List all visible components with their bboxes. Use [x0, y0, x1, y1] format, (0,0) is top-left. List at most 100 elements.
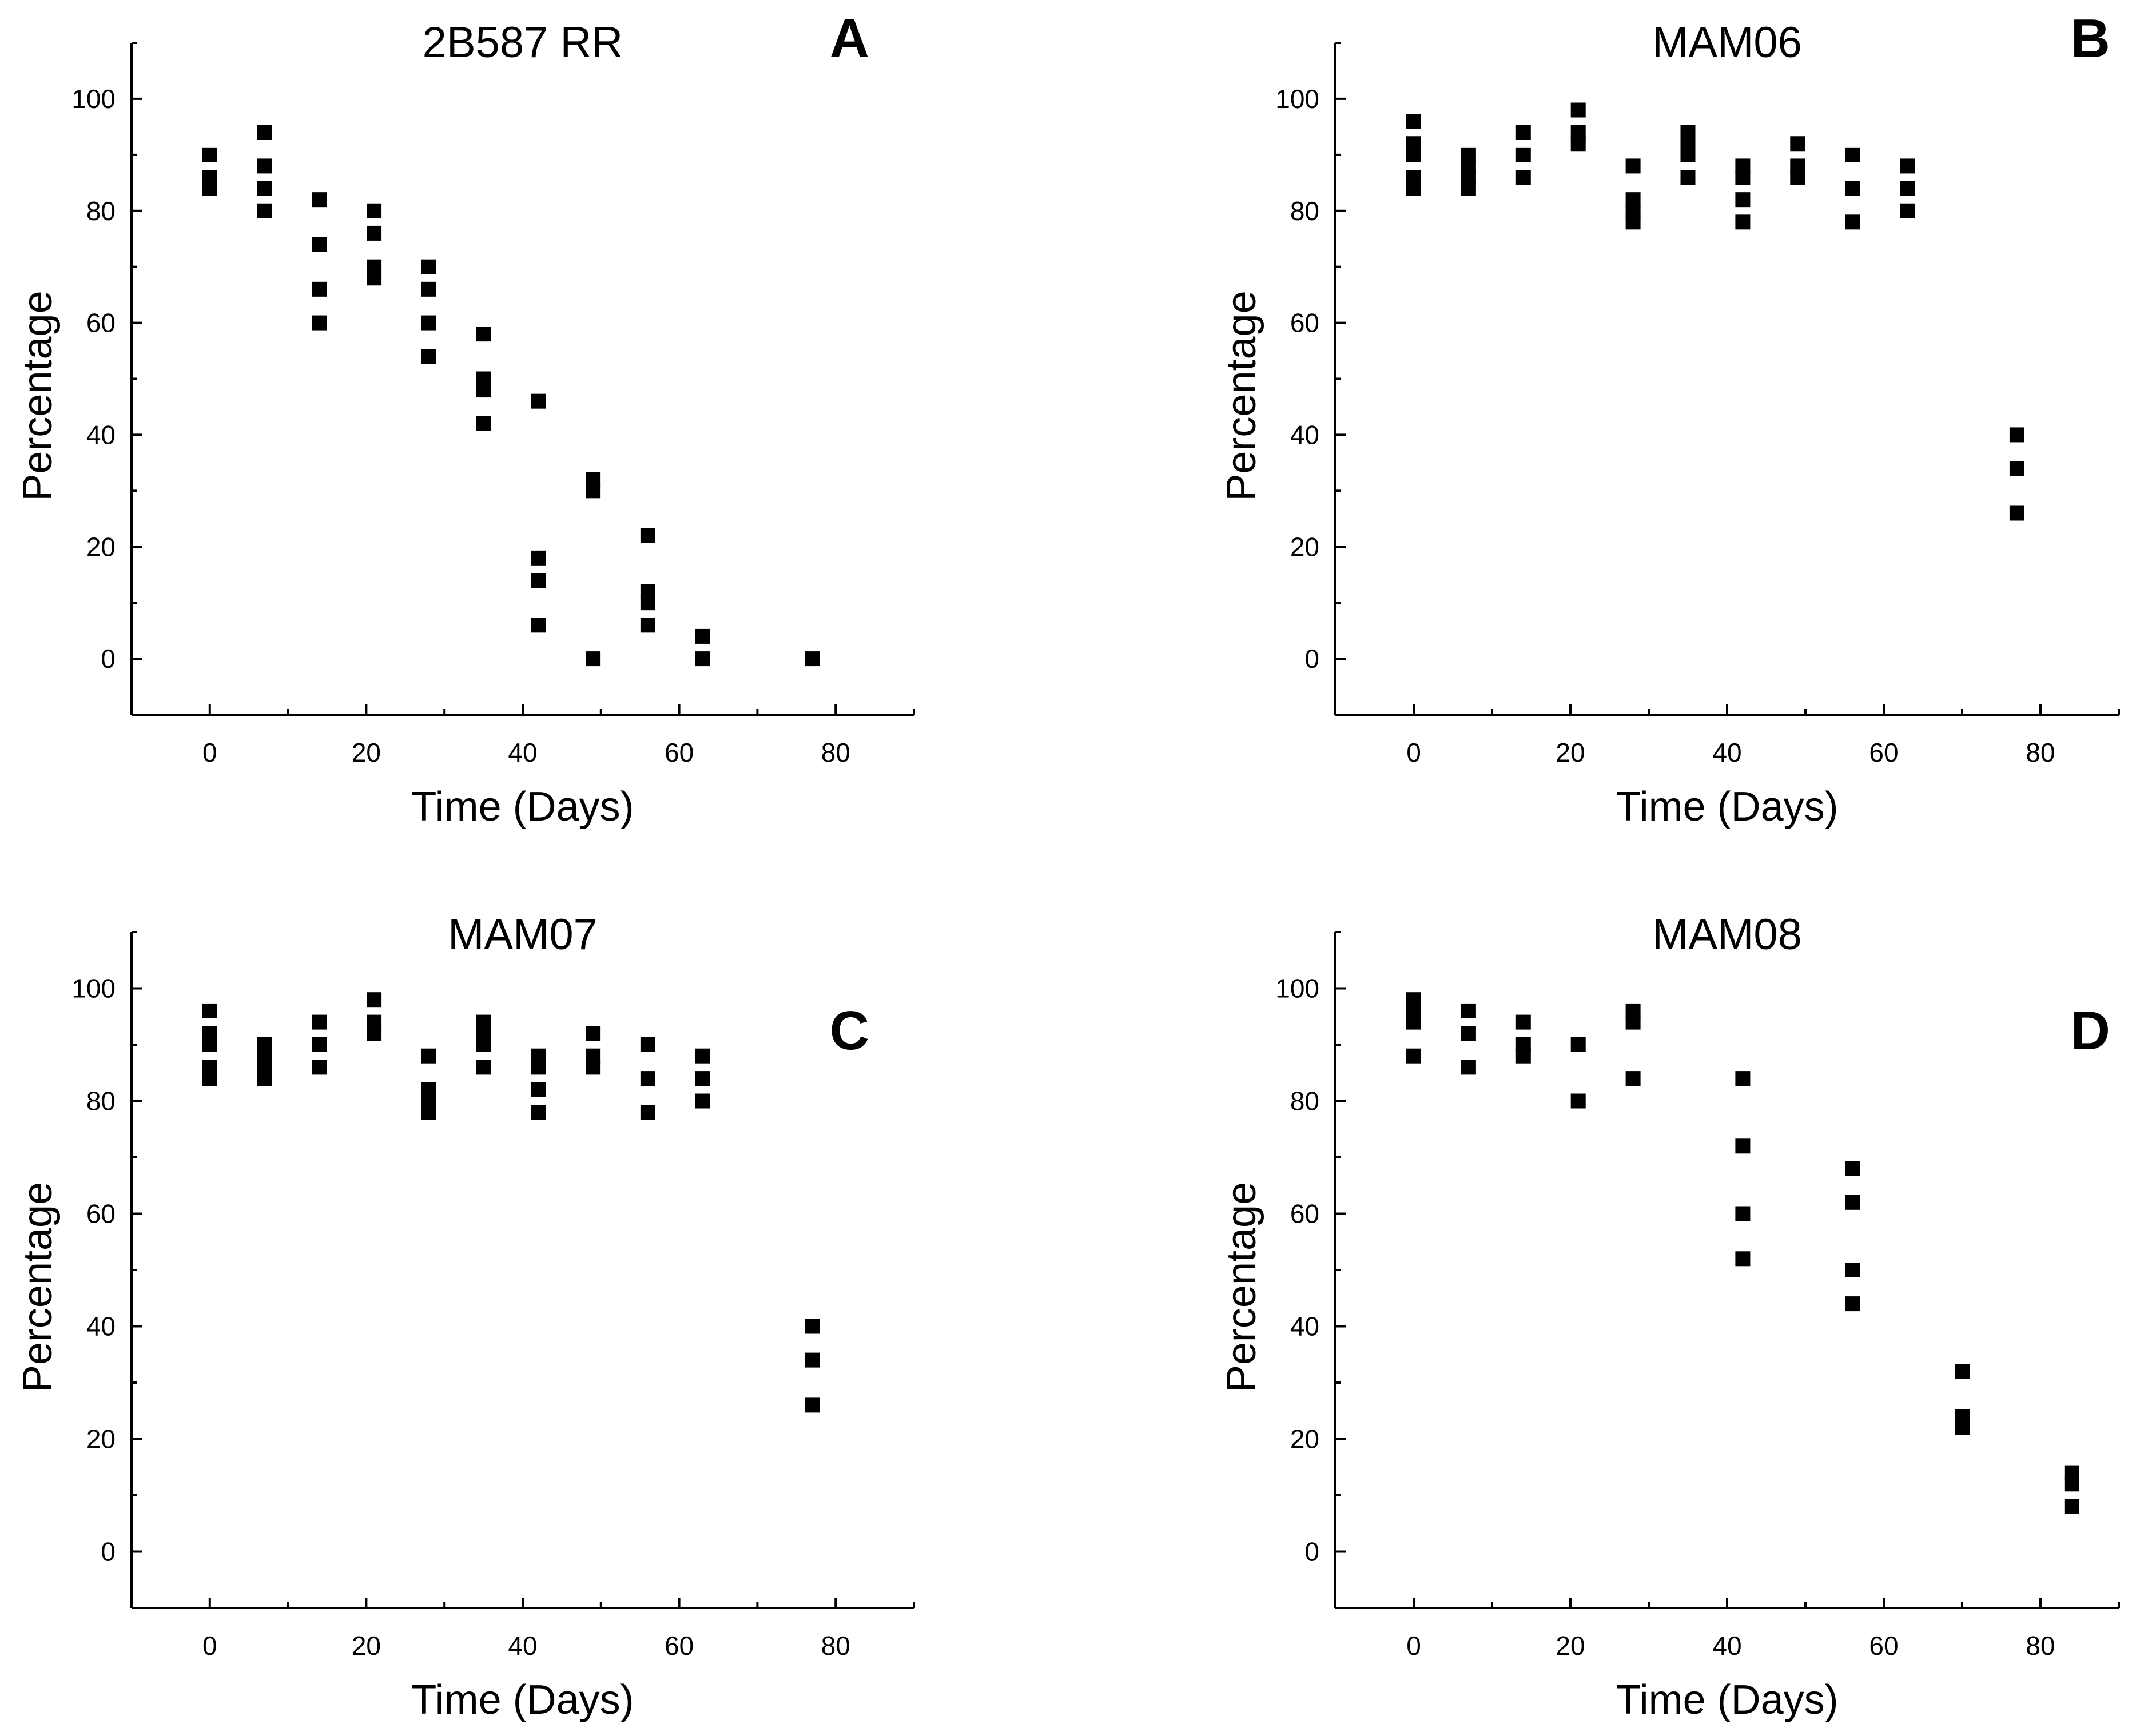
- data-point: [1461, 1003, 1476, 1018]
- y-tick-label: 80: [86, 196, 116, 226]
- data-point: [586, 1060, 601, 1075]
- data-point: [312, 315, 327, 331]
- data-point: [2064, 1476, 2079, 1492]
- chart-panel-a: 0 20 40 60 80 100 0 20 40 60 80 2B587 RR A Time (Days…: [15, 8, 915, 830]
- data-point: [1570, 1093, 1586, 1109]
- data-point: [421, 1105, 436, 1120]
- data-point: [1625, 1014, 1641, 1030]
- data-point: [695, 628, 710, 644]
- y-tick-label: 80: [86, 1086, 116, 1116]
- y-tick-label: 0: [101, 1537, 116, 1567]
- x-axis-title: Time (Days): [411, 784, 634, 830]
- data-point: [1845, 1296, 1860, 1312]
- data-point: [367, 270, 382, 286]
- data-point: [257, 1071, 272, 1086]
- data-point: [367, 992, 382, 1008]
- y-tick-label: 60: [86, 308, 116, 338]
- data-point: [1570, 102, 1586, 118]
- data-point: [1845, 1195, 1860, 1210]
- data-point: [1625, 158, 1641, 174]
- data-point: [476, 1060, 491, 1075]
- x-tick-label: 40: [508, 1631, 537, 1661]
- data-point: [1570, 1037, 1586, 1052]
- chart-panel-d: 0 20 40 60 80 100 0 20 40 60 80 MAM08 D Time (Days) Pe…: [1219, 910, 2120, 1723]
- data-point: [1570, 136, 1586, 152]
- x-tick-label: 80: [821, 1631, 850, 1661]
- y-tick-label: 0: [1304, 644, 1319, 674]
- data-point: [1406, 181, 1421, 196]
- y-tick-label: 0: [101, 644, 116, 674]
- data-point: [1515, 1014, 1531, 1030]
- x-tick-label: 80: [2026, 1631, 2055, 1661]
- data-point: [1845, 214, 1860, 230]
- y-tick-label: 60: [86, 1199, 116, 1229]
- data-point: [1735, 214, 1751, 230]
- y-tick-label: 100: [71, 974, 116, 1004]
- chart-title: MAM07: [448, 910, 598, 959]
- y-tick-label: 40: [1290, 420, 1319, 449]
- data-point: [805, 651, 820, 667]
- data-point: [312, 192, 327, 208]
- data-point: [805, 1352, 820, 1368]
- data-point: [1515, 147, 1531, 162]
- data-point: [476, 383, 491, 398]
- data-point: [476, 416, 491, 431]
- data-point: [312, 1037, 327, 1052]
- data-point: [1680, 147, 1696, 162]
- data-point: [476, 1037, 491, 1052]
- data-point: [1955, 1420, 1970, 1435]
- data-point: [421, 281, 436, 297]
- x-tick-label: 20: [352, 1631, 381, 1661]
- data-point: [640, 528, 655, 543]
- data-point: [2009, 427, 2024, 443]
- x-tick-label: 0: [1406, 738, 1421, 767]
- data-point: [257, 158, 272, 174]
- data-point: [531, 393, 546, 409]
- panel-letter: B: [2071, 8, 2110, 69]
- data-point: [312, 281, 327, 297]
- x-tick-label: 60: [1869, 738, 1898, 767]
- x-tick-label: 60: [1869, 1631, 1898, 1661]
- chart-panel-b: 0 20 40 60 80 100 0 20 40 60 80 MAM06 B Time (Days) Pe…: [1219, 8, 2120, 830]
- y-tick-label: 20: [1290, 532, 1319, 562]
- data-point: [421, 349, 436, 364]
- y-tick-label: 60: [1290, 308, 1319, 338]
- data-point: [1845, 1161, 1860, 1176]
- data-point: [531, 618, 546, 633]
- data-point: [695, 651, 710, 667]
- data-point: [202, 181, 217, 196]
- data-point: [1735, 170, 1751, 185]
- data-point: [640, 595, 655, 611]
- data-point: [1515, 170, 1531, 185]
- data-point: [202, 1037, 217, 1052]
- data-point: [1790, 170, 1805, 185]
- x-tick-label: 40: [1712, 1631, 1741, 1661]
- data-point: [1515, 1048, 1531, 1064]
- y-tick-label: 20: [86, 1424, 116, 1454]
- data-point: [1735, 1071, 1751, 1086]
- x-tick-label: 20: [352, 738, 381, 767]
- data-point: [421, 315, 436, 331]
- data-point: [1955, 1364, 1970, 1379]
- y-tick-label: 100: [1275, 84, 1319, 114]
- x-axis-title: Time (Days): [1616, 1677, 1838, 1723]
- data-point: [531, 1060, 546, 1075]
- data-point: [312, 237, 327, 252]
- data-point: [640, 1071, 655, 1086]
- x-axis-title: Time (Days): [411, 1677, 634, 1723]
- x-tick-label: 40: [1712, 738, 1741, 767]
- data-point: [1680, 170, 1696, 185]
- data-point: [1625, 214, 1641, 230]
- data-point: [1845, 147, 1860, 162]
- data-point: [202, 1071, 217, 1086]
- x-tick-label: 0: [202, 1631, 217, 1661]
- y-tick-label: 60: [1290, 1199, 1319, 1229]
- y-tick-label: 100: [1275, 974, 1319, 1004]
- data-point: [1406, 1014, 1421, 1030]
- x-tick-label: 0: [202, 738, 217, 767]
- y-tick-label: 40: [86, 1312, 116, 1341]
- data-point: [695, 1071, 710, 1086]
- data-point: [586, 483, 601, 499]
- data-point: [531, 1082, 546, 1097]
- panel-letter: C: [830, 1000, 869, 1061]
